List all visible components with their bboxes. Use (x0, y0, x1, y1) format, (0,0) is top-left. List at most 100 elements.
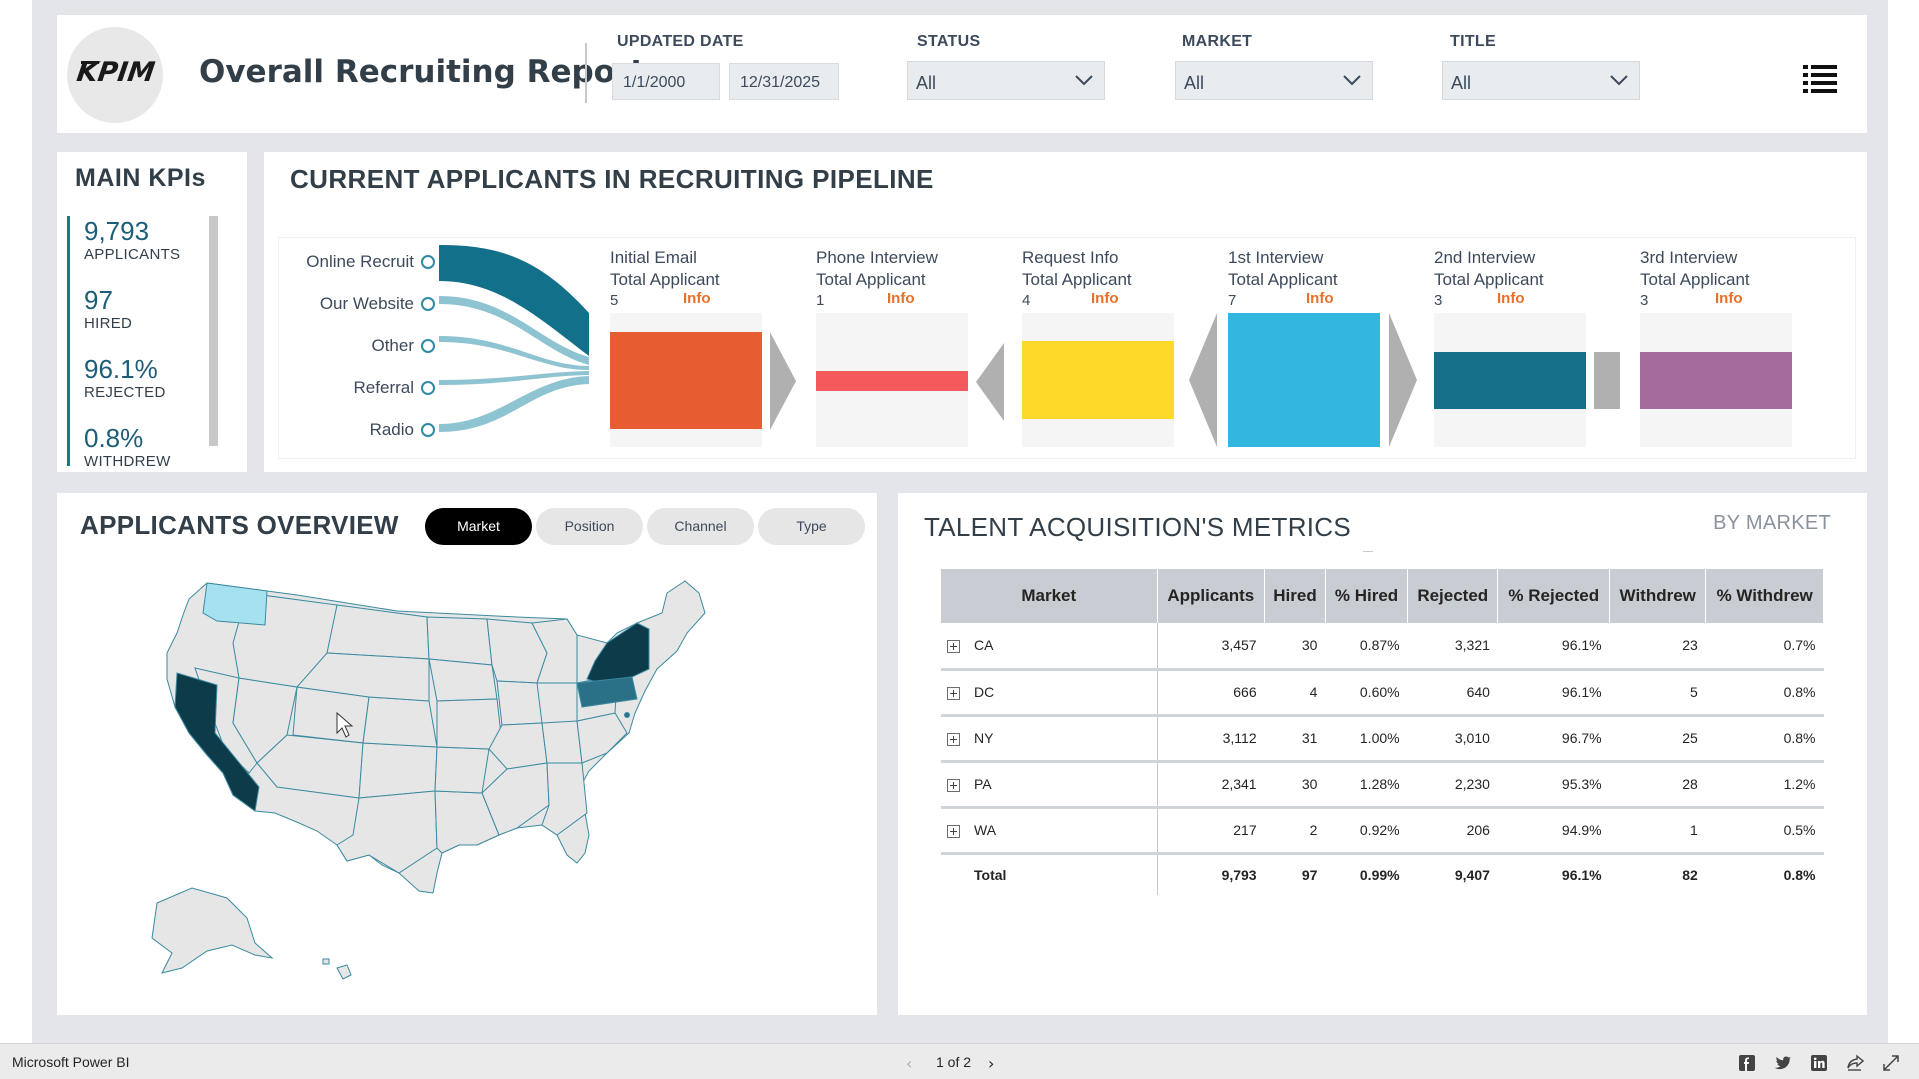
status-value: All (916, 73, 937, 93)
cell-rejected: 3,321 (1407, 623, 1498, 671)
cell-applicants: 3,112 (1157, 715, 1265, 763)
stage-2nd-interview-bar[interactable] (1434, 352, 1586, 409)
channel-online-recruit[interactable]: Online Recruit (306, 252, 414, 271)
tab-channel[interactable]: Channel (647, 508, 754, 545)
expand-plus-icon[interactable] (947, 824, 960, 838)
col-header-pct-hired[interactable]: % Hired (1325, 569, 1409, 623)
channel-node-circle[interactable] (421, 423, 435, 437)
cell-applicants: 2,341 (1157, 761, 1265, 809)
col-header-pct-withdrew[interactable]: % Withdrew (1705, 569, 1824, 623)
stage-request-info-sub: Total Applicant (1022, 270, 1132, 289)
col-header-applicants[interactable]: Applicants (1157, 569, 1266, 623)
total-pct-hired: 0.99% (1359, 866, 1400, 883)
channel-node-circle[interactable] (421, 255, 435, 269)
table-row[interactable]: PA 2,341 30 1.28% 2,230 95.3% 28 1.2% (941, 761, 1824, 809)
fullscreen-icon[interactable] (1882, 1054, 1900, 1072)
stage-initial-email-count: 5 (610, 292, 619, 309)
expand-plus-icon[interactable] (947, 686, 960, 700)
cell-hired: 30 (1264, 623, 1326, 671)
table-row[interactable]: NY 3,112 31 1.00% 3,010 96.7% 25 0.8% (941, 715, 1824, 763)
cell-pct-rejected: 96.1% (1497, 669, 1610, 717)
cell-rejected: 206 (1407, 807, 1498, 855)
applicants-overview-panel: APPLICANTS OVERVIEW Market Position Chan… (57, 493, 877, 1015)
col-header-hired[interactable]: Hired (1264, 569, 1326, 623)
funnel-connector (1189, 313, 1217, 447)
menu-list-icon[interactable] (1803, 63, 1837, 93)
pipeline-title: CURRENT APPLICANTS IN RECRUITING PIPELIN… (290, 164, 934, 194)
chevron-right-icon[interactable]: › (988, 1054, 995, 1073)
status-dropdown[interactable]: All (907, 61, 1105, 100)
channel-node-circle[interactable] (421, 339, 435, 353)
channel-node-circle[interactable] (421, 381, 435, 395)
tab-position[interactable]: Position (536, 508, 643, 545)
tab-type[interactable]: Type (758, 508, 865, 545)
cell-rejected: 3,010 (1407, 715, 1498, 763)
stage-1st-interview-sub: Total Applicant (1228, 270, 1338, 289)
stage-request-info-bar[interactable] (1022, 341, 1174, 419)
expand-plus-icon[interactable] (947, 640, 960, 654)
kpi-list: 9,793 APPLICANTS 97 HIRED 96.1% REJECTED… (84, 216, 209, 466)
channel-node-circle[interactable] (421, 297, 435, 311)
metrics-by-market-label[interactable]: BY MARKET (1713, 512, 1831, 534)
col-header-pct-rejected[interactable]: % Rejected (1497, 569, 1611, 623)
table-row[interactable]: WA 217 2 0.92% 206 94.9% 1 0.5% (941, 807, 1824, 855)
share-icon[interactable] (1846, 1054, 1864, 1072)
mouse-cursor-icon (336, 711, 354, 738)
stage-3rd-interview-info-link[interactable]: Info (1715, 290, 1743, 307)
stage-request-info-info-link[interactable]: Info (1091, 290, 1119, 307)
cell-hired: 2 (1264, 807, 1326, 855)
expand-plus-icon[interactable] (947, 778, 960, 792)
col-header-withdrew[interactable]: Withdrew (1609, 569, 1707, 623)
market-value: All (1184, 73, 1205, 93)
stage-1st-interview-bar[interactable] (1228, 313, 1380, 447)
channel-our-website[interactable]: Our Website (319, 294, 414, 313)
total-applicants: 9,793 (1221, 866, 1257, 883)
kpi-rejected-label: REJECTED (84, 384, 166, 401)
title-dropdown[interactable]: All (1442, 61, 1640, 100)
stage-phone-interview-info-link[interactable]: Info (887, 290, 915, 307)
us-choropleth-map[interactable] (137, 573, 787, 993)
channel-referral[interactable]: Referral (353, 378, 414, 397)
metrics-table: Market Applicants Hired % Hired Rejected… (941, 569, 1824, 895)
overview-title: APPLICANTS OVERVIEW (80, 510, 399, 540)
col-header-rejected[interactable]: Rejected (1407, 569, 1499, 623)
status-label: STATUS (917, 33, 981, 50)
stage-2nd-interview-sub: Total Applicant (1434, 270, 1544, 289)
row-market: NY (974, 730, 994, 746)
stage-initial-email-bar[interactable] (610, 332, 762, 429)
kpi-scrollbar[interactable] (209, 216, 218, 446)
stage-2nd-interview-info-link[interactable]: Info (1497, 290, 1525, 307)
funnel-connector (1594, 352, 1620, 409)
facebook-icon[interactable] (1738, 1054, 1756, 1072)
cell-pct-rejected: 96.7% (1497, 715, 1610, 763)
col-header-market[interactable]: Market (941, 569, 1158, 623)
stage-phone-interview-count: 1 (816, 292, 825, 309)
map-state-wa (202, 582, 268, 626)
kpi-withdrew-value: 0.8% (84, 423, 144, 453)
linkedin-icon[interactable] (1810, 1054, 1828, 1072)
sankey-flow-referral (439, 371, 589, 385)
stage-1st-interview-info-link[interactable]: Info (1306, 290, 1334, 307)
title-value: All (1451, 73, 1472, 93)
cell-rejected: 640 (1407, 669, 1498, 717)
date-from-input[interactable]: 1/1/2000 (612, 63, 720, 100)
twitter-icon[interactable] (1774, 1054, 1792, 1072)
expand-plus-icon[interactable] (947, 732, 960, 746)
stage-initial-email-sub: Total Applicant (610, 270, 720, 289)
stage-initial-email-info-link[interactable]: Info (683, 290, 711, 307)
stage-phone-interview-bar[interactable] (816, 371, 968, 391)
table-row[interactable]: DC 666 4 0.60% 640 96.1% 5 0.8% (941, 669, 1824, 717)
stage-initial-email-name: Initial Email (610, 248, 697, 267)
table-row[interactable]: CA 3,457 30 0.87% 3,321 96.1% 23 0.7% (941, 623, 1824, 671)
date-to-input[interactable]: 12/31/2025 (729, 63, 839, 100)
stage-3rd-interview-bar[interactable] (1640, 352, 1792, 409)
chevron-left-icon[interactable]: ‹ (906, 1054, 913, 1073)
market-dropdown[interactable]: All (1175, 61, 1373, 100)
powerbi-brand[interactable]: Microsoft Power BI (12, 1054, 130, 1070)
table-total-row: Total 9,793 97 0.99% 9,407 96.1% 82 0.8% (941, 853, 1824, 895)
chevron-down-icon (1610, 75, 1628, 86)
cell-withdrew: 23 (1609, 623, 1706, 671)
channel-other[interactable]: Other (371, 336, 414, 355)
tab-market[interactable]: Market (425, 508, 532, 545)
channel-radio[interactable]: Radio (369, 420, 414, 439)
